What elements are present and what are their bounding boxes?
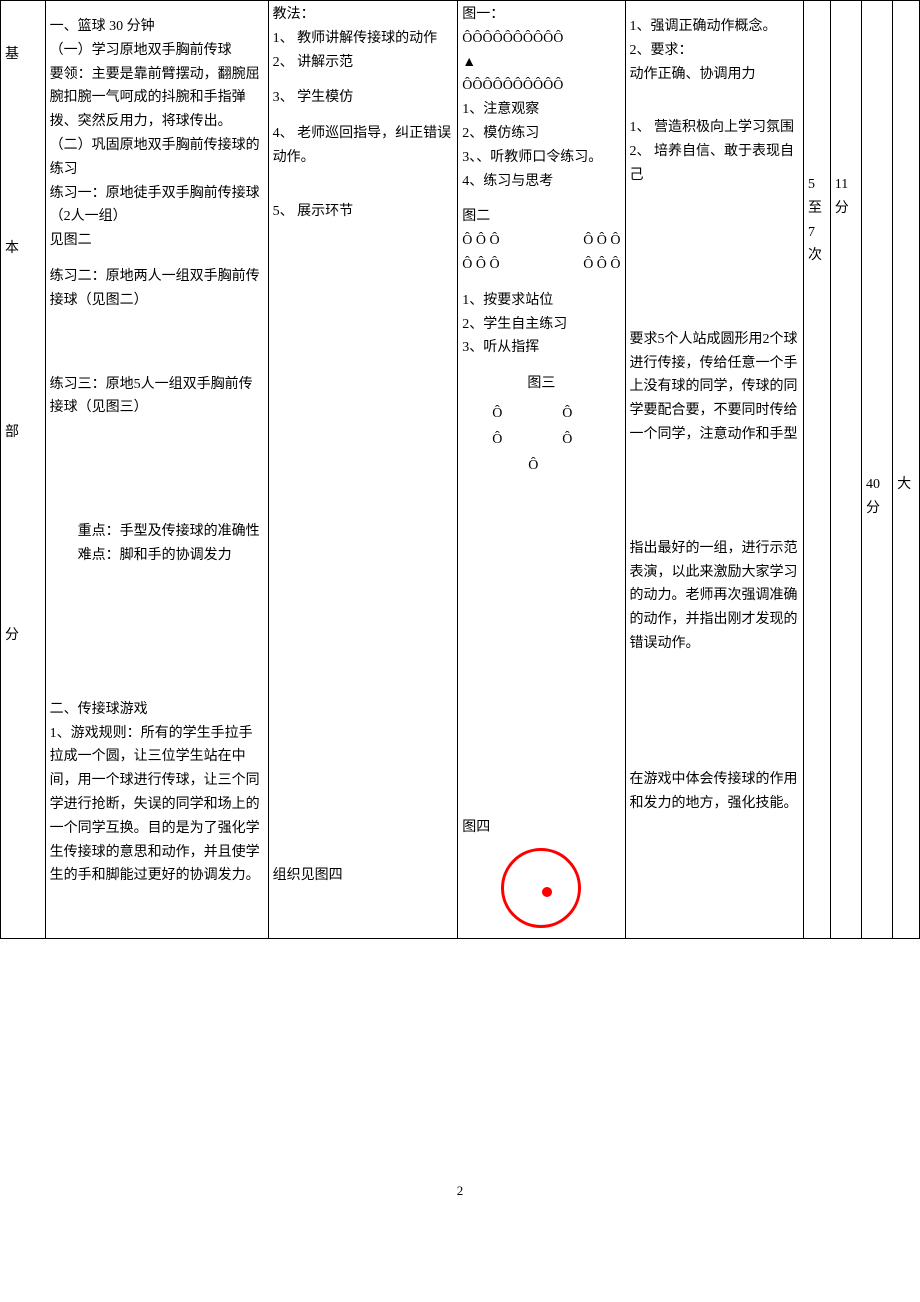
section-char: 本 bbox=[5, 237, 41, 261]
req-item: 2、要求： bbox=[630, 39, 799, 63]
method-item: 3、 学生模仿 bbox=[273, 86, 454, 110]
count-value: 7 bbox=[808, 221, 826, 245]
diagram-4-dot bbox=[542, 887, 552, 897]
time-value: 40 bbox=[866, 473, 888, 497]
content-sub1-body: 要领：主要是靠前臂摆动，翻腕屈腕扣腕一气呵成的抖腕和手指弹拨、突然反用力，将球传… bbox=[50, 63, 264, 134]
req-item: 1、强调正确动作概念。 bbox=[630, 15, 799, 39]
diagram-2-group: Ô Ô Ô bbox=[583, 253, 620, 277]
intensity-cell: 大 bbox=[893, 1, 920, 939]
time-value: 分 bbox=[835, 197, 857, 221]
time-cell-1: 11 分 bbox=[830, 1, 861, 939]
section-label-cell: 基 本 部 分 bbox=[1, 1, 46, 939]
count-cell: 5 至 7 次 bbox=[803, 1, 830, 939]
exercise-2: 练习二：原地两人一组双手胸前传接球（见图二） bbox=[50, 265, 264, 313]
method-item: 2、 讲解示范 bbox=[273, 51, 454, 75]
diagram-3-node: Ô bbox=[528, 454, 538, 478]
req-item: 指出最好的一组，进行示范表演，以此来激励大家学习的动力。老师再次强调准确的动作，… bbox=[630, 537, 799, 656]
diagram-2-item: 2、学生自主练习 bbox=[462, 313, 620, 337]
diagram-3-node: Ô bbox=[492, 402, 502, 426]
game-title: 二、传接球游戏 bbox=[50, 698, 264, 722]
diagram-1-item: 1、注意观察 bbox=[462, 98, 620, 122]
diagram-2-item: 3、听从指挥 bbox=[462, 336, 620, 360]
req-item: 1、 营造积极向上学习氛围 bbox=[630, 116, 799, 140]
count-value: 至 bbox=[808, 197, 826, 221]
diagram-2-group: Ô Ô Ô bbox=[462, 253, 499, 277]
page-number: 2 bbox=[0, 1180, 920, 1202]
method-item: 4、 老师巡回指导，纠正错误动作。 bbox=[273, 122, 454, 170]
diagram-1-item: 2、模仿练习 bbox=[462, 122, 620, 146]
exercise-3: 练习三：原地5人一组双手胸前传接球（见图三） bbox=[50, 373, 264, 421]
time-value: 分 bbox=[866, 497, 888, 521]
diagram-3-node: Ô bbox=[562, 428, 572, 452]
time-cell-2: 40 分 bbox=[861, 1, 892, 939]
key-point: 重点：手型及传接球的准确性 bbox=[50, 520, 264, 544]
method-item: 5、 展示环节 bbox=[273, 200, 454, 224]
method-item: 1、 教师讲解传接球的动作 bbox=[273, 27, 454, 51]
time-value: 11 bbox=[835, 173, 857, 197]
diagram-3-node: Ô bbox=[492, 428, 502, 452]
req-item: 动作正确、协调用力 bbox=[630, 63, 799, 87]
diagram-2-group: Ô Ô Ô bbox=[462, 229, 499, 253]
document-page: 基 本 部 分 一、篮球 30 分钟 （一）学习原地双手胸前传球 要领：主要是靠… bbox=[0, 0, 920, 1302]
diagram-4-circle bbox=[501, 848, 581, 928]
requirements-cell: 1、强调正确动作概念。 2、要求： 动作正确、协调用力 1、 营造积极向上学习氛… bbox=[625, 1, 803, 939]
content-title: 一、篮球 30 分钟 bbox=[50, 15, 264, 39]
lesson-plan-table: 基 本 部 分 一、篮球 30 分钟 （一）学习原地双手胸前传球 要领：主要是靠… bbox=[0, 0, 920, 939]
diagram-1-row: ÔÔÔÔÔÔÔÔÔÔ bbox=[462, 74, 620, 98]
count-value: 次 bbox=[808, 244, 826, 268]
diagram-2-title: 图二 bbox=[462, 205, 620, 229]
game-body: 1、游戏规则：所有的学生手拉手拉成一个圆，让三位学生站在中间，用一个球进行传球，… bbox=[50, 722, 264, 889]
diagram-1-row: ÔÔÔÔÔÔÔÔÔÔ bbox=[462, 27, 620, 51]
diagram-3-title: 图三 bbox=[462, 372, 620, 396]
diagram-1-mark: ▲ bbox=[462, 51, 620, 75]
diagram-3: Ô Ô Ô Ô Ô bbox=[462, 396, 620, 486]
section-char: 分 bbox=[5, 624, 41, 648]
req-item: 要求5个人站成圆形用2个球进行传接，传给任意一个手上没有球的同学，传球的同学要配… bbox=[630, 328, 799, 447]
content-cell: 一、篮球 30 分钟 （一）学习原地双手胸前传球 要领：主要是靠前臂摆动，翻腕屈… bbox=[45, 1, 268, 939]
diagram-2-item: 1、按要求站位 bbox=[462, 289, 620, 313]
table-row: 基 本 部 分 一、篮球 30 分钟 （一）学习原地双手胸前传球 要领：主要是靠… bbox=[1, 1, 920, 939]
req-item: 2、 培养自信、敢于表现自己 bbox=[630, 140, 799, 188]
count-value: 5 bbox=[808, 173, 826, 197]
req-item: 在游戏中体会传接球的作用和发力的地方，强化技能。 bbox=[630, 768, 799, 816]
diagram-1-title: 图一： bbox=[462, 3, 620, 27]
content-sub1: （一）学习原地双手胸前传球 bbox=[50, 39, 264, 63]
diagram-1-item: 3、、听教师口令练习。 bbox=[462, 146, 620, 170]
content-sub2: （二）巩固原地双手胸前传接球的练习 bbox=[50, 134, 264, 182]
method-cell: 教法： 1、 教师讲解传接球的动作 2、 讲解示范 3、 学生模仿 4、 老师巡… bbox=[268, 1, 458, 939]
diagram-3-node: Ô bbox=[562, 402, 572, 426]
method-org: 组织见图四 bbox=[273, 864, 454, 888]
section-char: 基 bbox=[5, 43, 41, 67]
diagram-2-group: Ô Ô Ô bbox=[583, 229, 620, 253]
method-header: 教法： bbox=[273, 3, 454, 27]
diagram-4-title: 图四 bbox=[462, 816, 620, 840]
difficult-point: 难点：脚和手的协调发力 bbox=[50, 544, 264, 568]
diagram-cell: 图一： ÔÔÔÔÔÔÔÔÔÔ ▲ ÔÔÔÔÔÔÔÔÔÔ 1、注意观察 2、模仿练… bbox=[458, 1, 625, 939]
diagram-1-item: 4、练习与思考 bbox=[462, 170, 620, 194]
exercise-1-note: 见图二 bbox=[50, 229, 264, 253]
exercise-1: 练习一：原地徒手双手胸前传接球（2人一组） bbox=[50, 182, 264, 230]
intensity-value: 大 bbox=[897, 473, 915, 497]
section-char: 部 bbox=[5, 421, 41, 445]
